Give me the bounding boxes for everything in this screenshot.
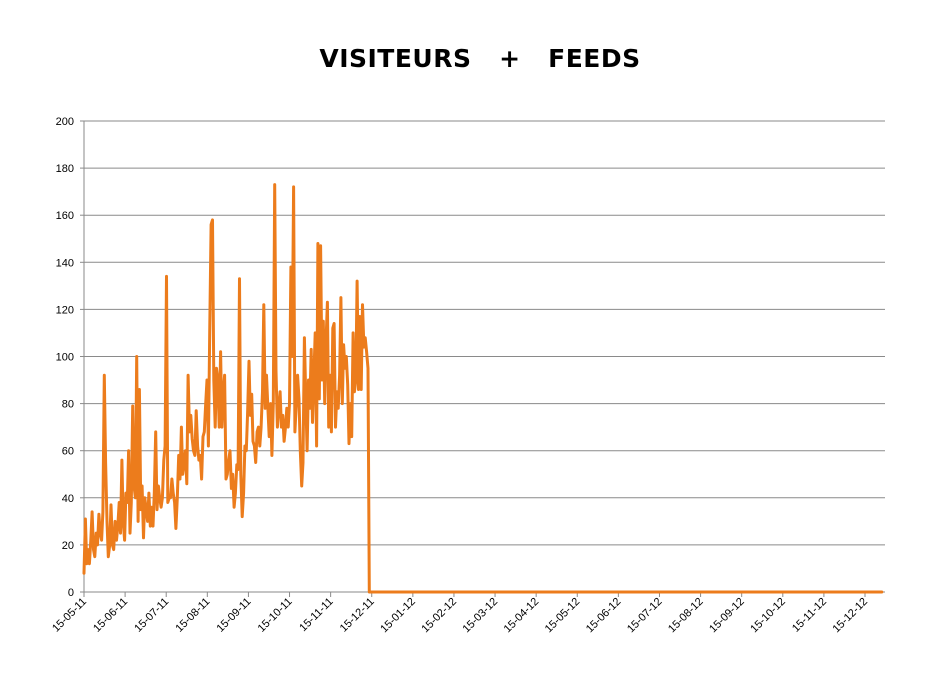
x-tick-label: 15-05-12 [543, 596, 583, 636]
y-tick-label: 60 [62, 446, 74, 458]
x-tick-label: 15-05-11 [50, 596, 89, 635]
y-tick-label: 20 [62, 540, 74, 552]
gridlines [84, 120, 885, 546]
x-tick-label: 15-10-11 [256, 596, 295, 635]
y-tick-label: 160 [56, 210, 74, 222]
y-tick-label: 40 [62, 493, 74, 505]
x-tick-label: 15-12-12 [830, 596, 870, 636]
x-tick-label: 15-04-12 [502, 596, 542, 636]
x-tick-label: 15-11-11 [297, 596, 335, 634]
x-tick-label: 15-08-12 [666, 596, 706, 636]
y-axis-ticks: 0 20 40 60 80 100 120 140 160 180 200 [56, 116, 84, 599]
x-tick-label: 15-06-11 [91, 596, 130, 635]
y-tick-label: 0 [68, 587, 74, 599]
x-tick-label: 15-09-12 [707, 596, 747, 636]
x-tick-label: 15-10-12 [748, 596, 788, 636]
chart-title: VISITEURS + FEEDS [319, 44, 641, 73]
y-tick-label: 140 [56, 257, 74, 269]
y-tick-label: 180 [56, 163, 74, 175]
series-line [82, 183, 884, 594]
y-tick-label: 100 [56, 352, 74, 364]
x-tick-label: 15-02-12 [419, 596, 459, 636]
x-tick-label: 15-08-11 [173, 596, 212, 635]
series-layer [82, 183, 884, 594]
x-tick-label: 15-01-12 [378, 596, 418, 636]
x-tick-label: 15-09-11 [214, 596, 253, 635]
y-tick-label: 120 [56, 304, 74, 316]
x-tick-label: 15-06-12 [584, 596, 624, 636]
y-tick-label: 80 [62, 399, 74, 411]
x-tick-label: 15-11-12 [790, 596, 829, 635]
x-axis-ticks: 15-05-11 15-06-11 15-07-11 15-08-11 15-09-11… [50, 592, 870, 635]
x-tick-label: 15-03-12 [461, 596, 501, 636]
x-tick-label: 15-12-11 [338, 596, 377, 635]
y-tick-label: 200 [56, 116, 74, 128]
x-tick-label: 15-07-12 [625, 596, 665, 636]
x-tick-label: 15-07-11 [132, 596, 171, 635]
